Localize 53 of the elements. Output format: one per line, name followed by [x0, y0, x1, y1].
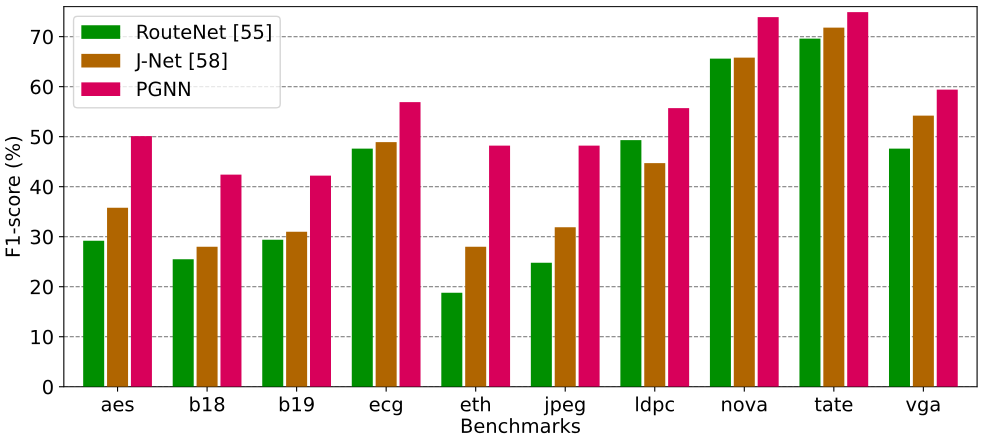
y-tick-label: 60	[30, 80, 53, 94]
y-tick-label: 0	[43, 380, 53, 394]
x-tick-label: ldpc	[636, 396, 674, 416]
y-tick-label: 70	[30, 30, 53, 44]
bar	[847, 12, 868, 387]
legend-label: J-Net [58]	[134, 52, 226, 72]
bar	[710, 58, 731, 387]
x-tick-label: vga	[906, 400, 940, 416]
x-tick-label: nova	[722, 400, 766, 412]
bar	[578, 146, 600, 387]
bar	[734, 58, 755, 387]
bar	[823, 28, 844, 387]
x-tick-label: b18	[190, 396, 224, 412]
bar	[286, 232, 308, 387]
y-axis-title: F1-score (%)	[5, 137, 22, 256]
y-tick-label: 10	[32, 330, 53, 344]
bar	[620, 140, 642, 387]
bar	[172, 259, 194, 387]
bar	[465, 246, 486, 387]
bar	[310, 176, 332, 387]
bar	[668, 108, 690, 387]
bar	[554, 227, 576, 387]
bar	[936, 90, 958, 387]
x-axis-title: Benchmarks	[462, 418, 580, 434]
bar	[196, 246, 218, 387]
bar	[376, 142, 397, 387]
x-tick-label: b19	[280, 396, 314, 412]
legend-label: PGNN	[138, 82, 190, 96]
bar	[83, 240, 104, 387]
y-tick-label: 50	[30, 130, 53, 144]
x-tick-label: ecg	[370, 400, 402, 416]
x-tick-label: eth	[460, 396, 490, 412]
bar	[644, 163, 666, 387]
bar	[352, 148, 373, 387]
bar	[799, 38, 820, 387]
bar	[530, 262, 552, 387]
bar	[888, 148, 910, 387]
bar	[489, 146, 510, 387]
bar	[912, 116, 934, 387]
y-tick-label: 40	[30, 180, 53, 194]
bar	[758, 17, 779, 387]
x-tick-label: tate	[814, 398, 852, 412]
bar	[262, 240, 284, 387]
x-tick-label: aes	[102, 400, 134, 412]
bar	[400, 102, 421, 387]
legend-label: RouteNet [55]	[138, 24, 271, 42]
y-tick-label: 30	[30, 230, 53, 244]
bar	[130, 136, 152, 387]
x-tick-label: jpeg	[544, 396, 584, 416]
bar	[441, 292, 462, 387]
bar	[220, 174, 242, 387]
bar	[107, 208, 128, 387]
y-tick-label: 20	[30, 280, 53, 294]
